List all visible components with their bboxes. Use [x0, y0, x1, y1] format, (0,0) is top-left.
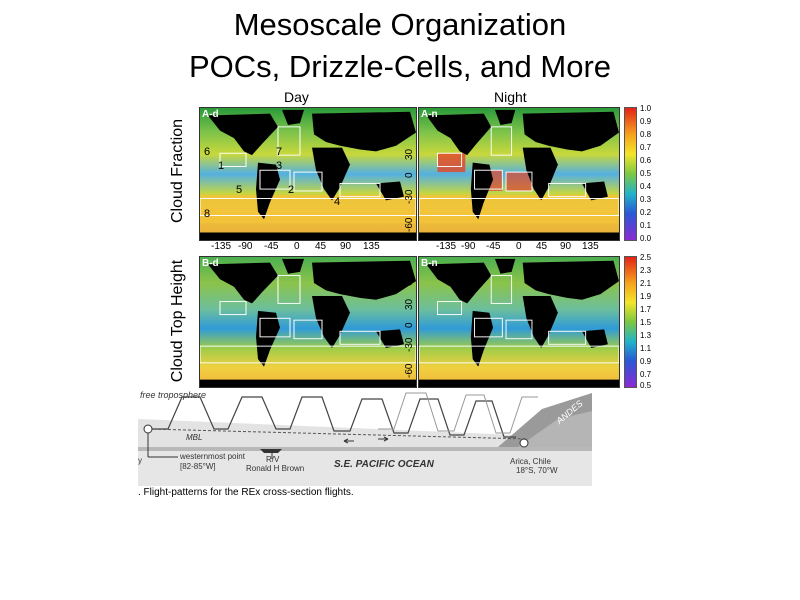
lon-tick: -90: [238, 241, 253, 252]
panel-id-a-n: A-n: [421, 109, 438, 120]
lat-tick: 0: [404, 322, 415, 328]
region-label-7: 7: [276, 146, 283, 158]
lon-tick: 45: [315, 241, 327, 252]
cb-tick: 0.5: [640, 169, 652, 178]
cb-tick: 1.1: [640, 344, 652, 353]
cb-tick: 1.5: [640, 318, 652, 327]
label-left-fragment: y: [138, 456, 142, 465]
cb-tick: 1.0: [640, 104, 652, 113]
region-label-3: 3: [276, 160, 283, 172]
cb-tick: 0.7: [640, 370, 652, 379]
region-label-8: 8: [204, 208, 211, 220]
lat-tick: -60: [404, 363, 415, 378]
map-cloud-top-height-night: B-n: [418, 256, 620, 388]
panel-id-a-d: A-d: [202, 109, 219, 120]
slide-title-line2: POCs, Drizzle-Cells, and More: [188, 49, 612, 84]
lon-tick: 45: [536, 241, 548, 252]
region-label-6: 6: [204, 146, 211, 158]
label-arica-coords: 18°S, 70°W: [516, 466, 558, 475]
cb-tick: 0.2: [640, 208, 652, 217]
cb-tick: 1.3: [640, 331, 652, 340]
map-cloud-fraction-night: A-n: [418, 107, 620, 241]
slide-title-line1: Mesoscale Organization: [233, 7, 567, 42]
region-label-1: 1: [218, 160, 225, 172]
lon-tick: -45: [486, 241, 501, 252]
cb-tick: 1.9: [640, 292, 652, 301]
label-ship-name: Ronald H Brown: [246, 464, 305, 473]
label-mbl: MBL: [186, 433, 203, 442]
figure-caption: . Flight-patterns for the REx cross-sect…: [138, 487, 354, 498]
lon-tick: -90: [461, 241, 476, 252]
panel-id-b-n: B-n: [421, 258, 438, 269]
panel-id-b-d: B-d: [202, 258, 219, 269]
lon-tick: 0: [516, 241, 522, 252]
lat-tick: 30: [404, 148, 415, 160]
region-label-2: 2: [288, 184, 295, 196]
lon-tick: 0: [294, 241, 300, 252]
cb-tick: 2.1: [640, 279, 652, 288]
lat-tick: -30: [404, 189, 415, 204]
region-label-5: 5: [236, 184, 243, 196]
cb-tick: 0.7: [640, 143, 652, 152]
region-label-4: 4: [334, 196, 341, 208]
cb-tick: 0.8: [640, 130, 652, 139]
map-cloud-fraction-day: A-d 1 2 3 4 5 6 7 8: [199, 107, 417, 241]
colorbar-cloud-top-height: [624, 256, 637, 388]
lat-tick: -30: [404, 337, 415, 352]
label-rv: R/V: [266, 455, 280, 464]
cb-tick: 0.1: [640, 221, 652, 230]
column-header-day: Day: [284, 89, 309, 105]
cb-tick: 0.6: [640, 156, 652, 165]
cb-tick: 1.7: [640, 305, 652, 314]
row-label-cloud-top-height: Cloud Top Height: [169, 259, 186, 383]
label-westernmost-point: westernmost point: [180, 452, 245, 461]
row-label-cloud-fraction: Cloud Fraction: [169, 118, 186, 224]
lon-tick: -135: [211, 241, 232, 252]
colorbar-cloud-fraction: [624, 107, 637, 241]
lon-tick: 90: [560, 241, 572, 252]
lat-tick: -60: [404, 217, 415, 232]
cb-tick: 0.9: [640, 117, 652, 126]
lat-tick: 0: [404, 172, 415, 178]
cb-tick: 0.9: [640, 357, 652, 366]
lon-tick: 135: [363, 241, 380, 252]
cb-tick: 0.3: [640, 195, 652, 204]
cb-tick: 0.0: [640, 234, 652, 243]
lon-tick: -45: [264, 241, 279, 252]
map-cloud-top-height-day: B-d: [199, 256, 417, 388]
lon-tick: 135: [582, 241, 599, 252]
label-free-troposphere: free troposphere: [140, 390, 207, 400]
label-arica: Arica, Chile: [510, 457, 551, 466]
lat-tick: 30: [404, 298, 415, 310]
cb-tick: 0.5: [640, 381, 652, 390]
lat-tick: 60: [404, 274, 415, 286]
flight-pattern-cross-section: free troposphere MBL ANDES y westernmost…: [138, 389, 592, 486]
lon-tick: 90: [340, 241, 352, 252]
cb-tick: 0.4: [640, 182, 652, 191]
column-header-night: Night: [494, 89, 527, 105]
cb-tick: 2.3: [640, 266, 652, 275]
label-se-pacific-ocean: S.E. PACIFIC OCEAN: [334, 459, 434, 470]
lat-tick: 60: [404, 124, 415, 136]
label-westernmost-range: [82-85°W]: [180, 462, 216, 471]
cb-tick: 2.5: [640, 253, 652, 262]
lon-tick: -135: [436, 241, 457, 252]
